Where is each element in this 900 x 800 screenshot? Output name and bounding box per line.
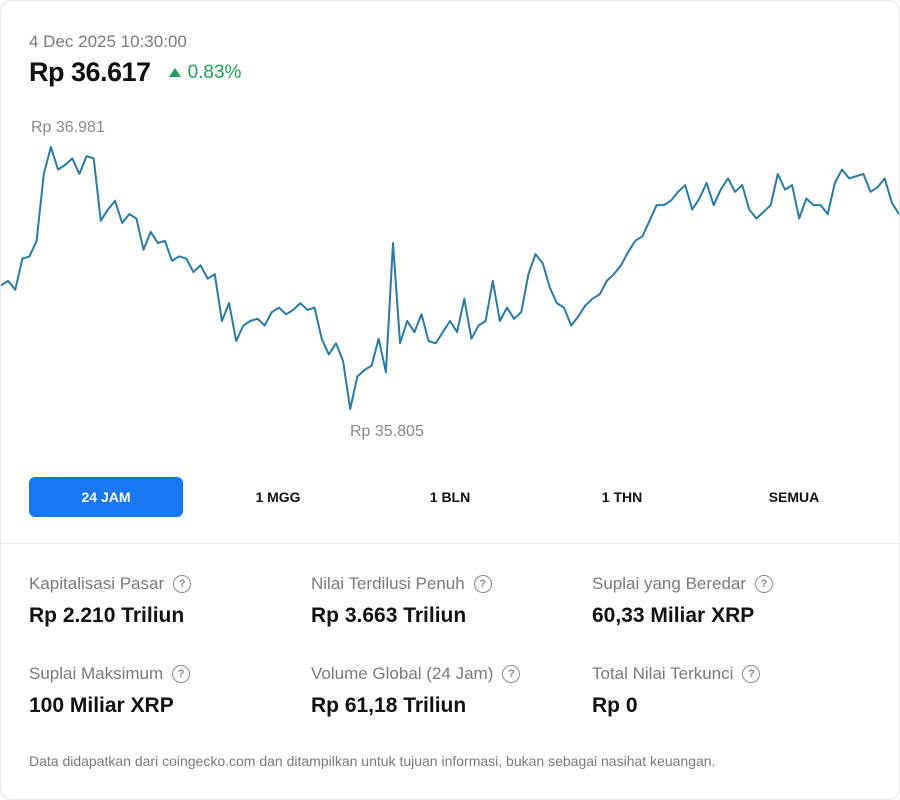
price-chart[interactable] (1, 111, 899, 431)
help-icon[interactable]: ? (173, 575, 192, 593)
stat-value: 100 Miliar XRP (29, 694, 174, 717)
divider (1, 543, 899, 544)
stat-circulating-supply: Suplai yang Beredar? 60,33 Miliar XRP (592, 574, 774, 628)
price-row: Rp 36.617 0.83% (29, 57, 241, 88)
stat-value: Rp 2.210 Triliun (29, 604, 185, 627)
tab-semua[interactable]: SEMUA (717, 477, 871, 517)
stat-fully-diluted: Nilai Terdilusi Penuh? Rp 3.663 Triliun (311, 574, 492, 628)
stat-value: Rp 0 (592, 694, 638, 717)
stat-label-row: Suplai yang Beredar? (592, 574, 774, 594)
stat-value: 60,33 Miliar XRP (592, 604, 755, 627)
triangle-up-icon (168, 68, 181, 77)
stat-label: Nilai Terdilusi Penuh (311, 574, 465, 593)
timestamp: 4 Dec 2025 10:30:00 (29, 32, 187, 51)
chart-high-label: Rp 36.981 (31, 119, 105, 136)
stat-label-row: Kapitalisasi Pasar? (29, 574, 192, 594)
stat-label-row: Nilai Terdilusi Penuh? (311, 574, 492, 594)
stat-total-value-locked: Total Nilai Terkunci? Rp 0 (592, 664, 761, 718)
help-icon[interactable]: ? (755, 575, 774, 593)
timeframe-tabs: 24 JAM 1 MGG 1 BLN 1 THN SEMUA (29, 477, 871, 517)
stat-label-row: Total Nilai Terkunci? (592, 664, 761, 684)
price-change-percent: 0.83% (187, 61, 242, 83)
stat-value: Rp 61,18 Triliun (311, 694, 467, 717)
stat-global-volume: Volume Global (24 Jam)? Rp 61,18 Triliun (311, 664, 521, 718)
stat-label: Suplai Maksimum (29, 664, 164, 683)
tab-24-jam[interactable]: 24 JAM (29, 477, 183, 517)
price-change: 0.83% (168, 61, 242, 84)
disclaimer-text: Data didapatkan dari coingecko.com dan d… (29, 753, 716, 769)
stat-label-row: Volume Global (24 Jam)? (311, 664, 521, 684)
help-icon[interactable]: ? (502, 665, 521, 683)
current-price: Rp 36.617 (29, 57, 151, 87)
stat-label: Volume Global (24 Jam) (311, 664, 494, 683)
stat-label: Kapitalisasi Pasar (29, 574, 165, 593)
tab-1-mgg[interactable]: 1 MGG (201, 477, 355, 517)
tab-label: 1 BLN (429, 489, 471, 505)
stat-label-row: Suplai Maksimum? (29, 664, 191, 684)
stat-value: Rp 3.663 Triliun (311, 604, 467, 627)
tab-label: SEMUA (768, 489, 820, 505)
help-icon[interactable]: ? (473, 575, 492, 593)
stat-max-supply: Suplai Maksimum? 100 Miliar XRP (29, 664, 191, 718)
tab-label: 1 THN (601, 489, 643, 505)
tab-label: 24 JAM (81, 489, 131, 505)
price-line (1, 146, 899, 410)
help-icon[interactable]: ? (172, 665, 191, 683)
chart-low-label: Rp 35.805 (350, 423, 424, 440)
help-icon[interactable]: ? (742, 665, 761, 683)
stat-market-cap: Kapitalisasi Pasar? Rp 2.210 Triliun (29, 574, 192, 628)
stat-label: Total Nilai Terkunci (592, 664, 734, 683)
stat-label: Suplai yang Beredar (592, 574, 747, 593)
tab-1-thn[interactable]: 1 THN (545, 477, 699, 517)
tab-1-bln[interactable]: 1 BLN (373, 477, 527, 517)
tab-label: 1 MGG (255, 489, 301, 505)
